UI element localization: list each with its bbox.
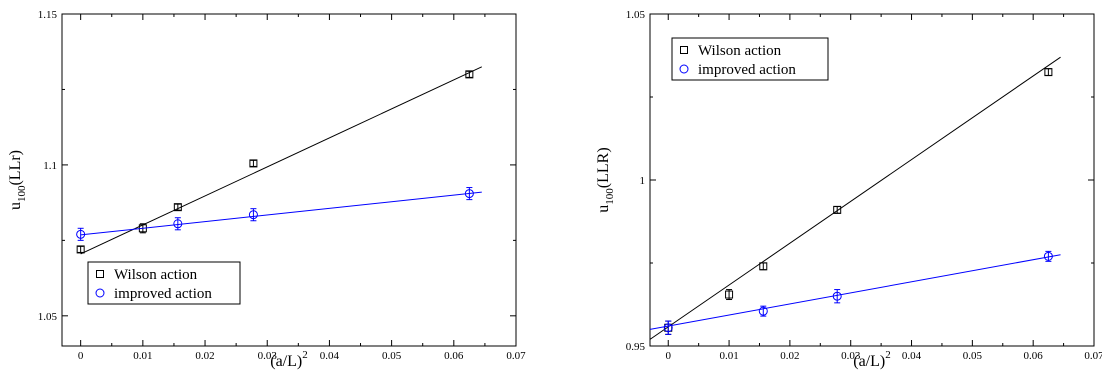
x-tick-label: 0.03 — [841, 350, 861, 362]
data-point — [464, 189, 474, 199]
y-axis-label-tail: (LLR) — [595, 147, 612, 188]
x-axis-label-main: (a/L) — [270, 353, 302, 370]
series-wilson — [76, 66, 483, 255]
series-improved — [649, 250, 1061, 335]
y-axis-label-tail: (LLr) — [7, 150, 24, 186]
data-point — [832, 291, 842, 301]
y-axis-label: u100(LLr) — [7, 150, 28, 210]
y-axis-label-main: u — [7, 202, 24, 210]
series-improved — [76, 187, 482, 241]
legend-marker-circle — [95, 288, 105, 298]
x-tick-label: 0.04 — [902, 350, 922, 362]
data-point — [76, 245, 85, 254]
data-point — [465, 70, 474, 79]
data-point — [173, 219, 183, 229]
data-point — [1043, 251, 1053, 261]
data-point — [758, 306, 768, 316]
fit-line — [80, 66, 483, 255]
x-tick-label: 0.02 — [780, 350, 799, 362]
legend: Wilson action improved action — [87, 261, 241, 305]
legend-label: Wilson action — [698, 43, 782, 59]
data-point — [663, 323, 673, 333]
chart-2: 0 0.01 0.02 0.03 0.04 0.05 0.06 0.07 0.95 1 1.05 (a… — [595, 9, 1102, 370]
x-tick-label: 0.04 — [320, 350, 340, 362]
y-tick-label: 1.05 — [38, 311, 58, 323]
data-point — [248, 210, 258, 220]
legend-box — [671, 37, 829, 81]
x-tick-label: 0.01 — [719, 350, 738, 362]
x-axis-label-sup: 2 — [302, 349, 308, 361]
data-point — [76, 229, 86, 239]
legend-marker-circle — [679, 64, 689, 74]
data-point — [759, 262, 768, 271]
legend-label: improved action — [114, 286, 212, 302]
data-point — [249, 159, 258, 168]
data-point — [173, 203, 182, 212]
chart-1: 0 0.01 0.02 0.03 0.04 0.05 0.06 0.07 1.05 1.1 1.15… — [7, 9, 526, 370]
y-tick-label: 1.1 — [43, 160, 57, 172]
x-axis-label: (a/L)2 — [853, 349, 890, 370]
legend-marker-square — [96, 270, 104, 278]
y-axis-label-sub: 100 — [604, 188, 616, 205]
x-tick-label: 0.02 — [195, 350, 214, 362]
legend-marker-square — [680, 46, 688, 54]
y-tick-label: 1.15 — [38, 9, 58, 21]
legend: Wilson action improved action — [671, 37, 829, 81]
fit-line — [649, 254, 1061, 330]
x-axis-label: (a/L)2 — [270, 349, 307, 370]
x-tick-label: 0 — [665, 350, 671, 362]
x-axis-label-main: (a/L) — [853, 353, 885, 370]
data-point — [1044, 68, 1053, 77]
y-axis-label-sub: 100 — [16, 185, 28, 202]
y-tick-label: 0.95 — [626, 341, 646, 353]
y-tick-label: 1.05 — [626, 9, 646, 21]
x-tick-label: 0.05 — [382, 350, 402, 362]
plot-frame — [61, 13, 517, 347]
legend-label: improved action — [698, 62, 796, 78]
data-point — [725, 290, 734, 299]
y-axis-label-main: u — [595, 205, 612, 213]
y-tick-label: 1 — [640, 175, 646, 187]
data-point — [833, 205, 842, 214]
x-tick-label: 0 — [78, 350, 84, 362]
x-tick-label: 0.06 — [1024, 350, 1044, 362]
legend-label: Wilson action — [114, 267, 198, 283]
x-axis-label-sup: 2 — [885, 349, 891, 361]
x-tick-label: 0.01 — [133, 350, 152, 362]
x-tick-label: 0.07 — [1084, 350, 1102, 362]
x-tick-label: 0.06 — [444, 350, 464, 362]
x-tick-label: 0.07 — [506, 350, 526, 362]
legend-box — [87, 261, 241, 305]
series-wilson — [649, 56, 1061, 340]
x-tick-label: 0.03 — [258, 350, 278, 362]
x-tick-label: 0.05 — [963, 350, 983, 362]
y-axis-label: u100(LLR) — [595, 147, 616, 212]
fit-line — [80, 191, 482, 236]
fit-line — [649, 56, 1061, 340]
